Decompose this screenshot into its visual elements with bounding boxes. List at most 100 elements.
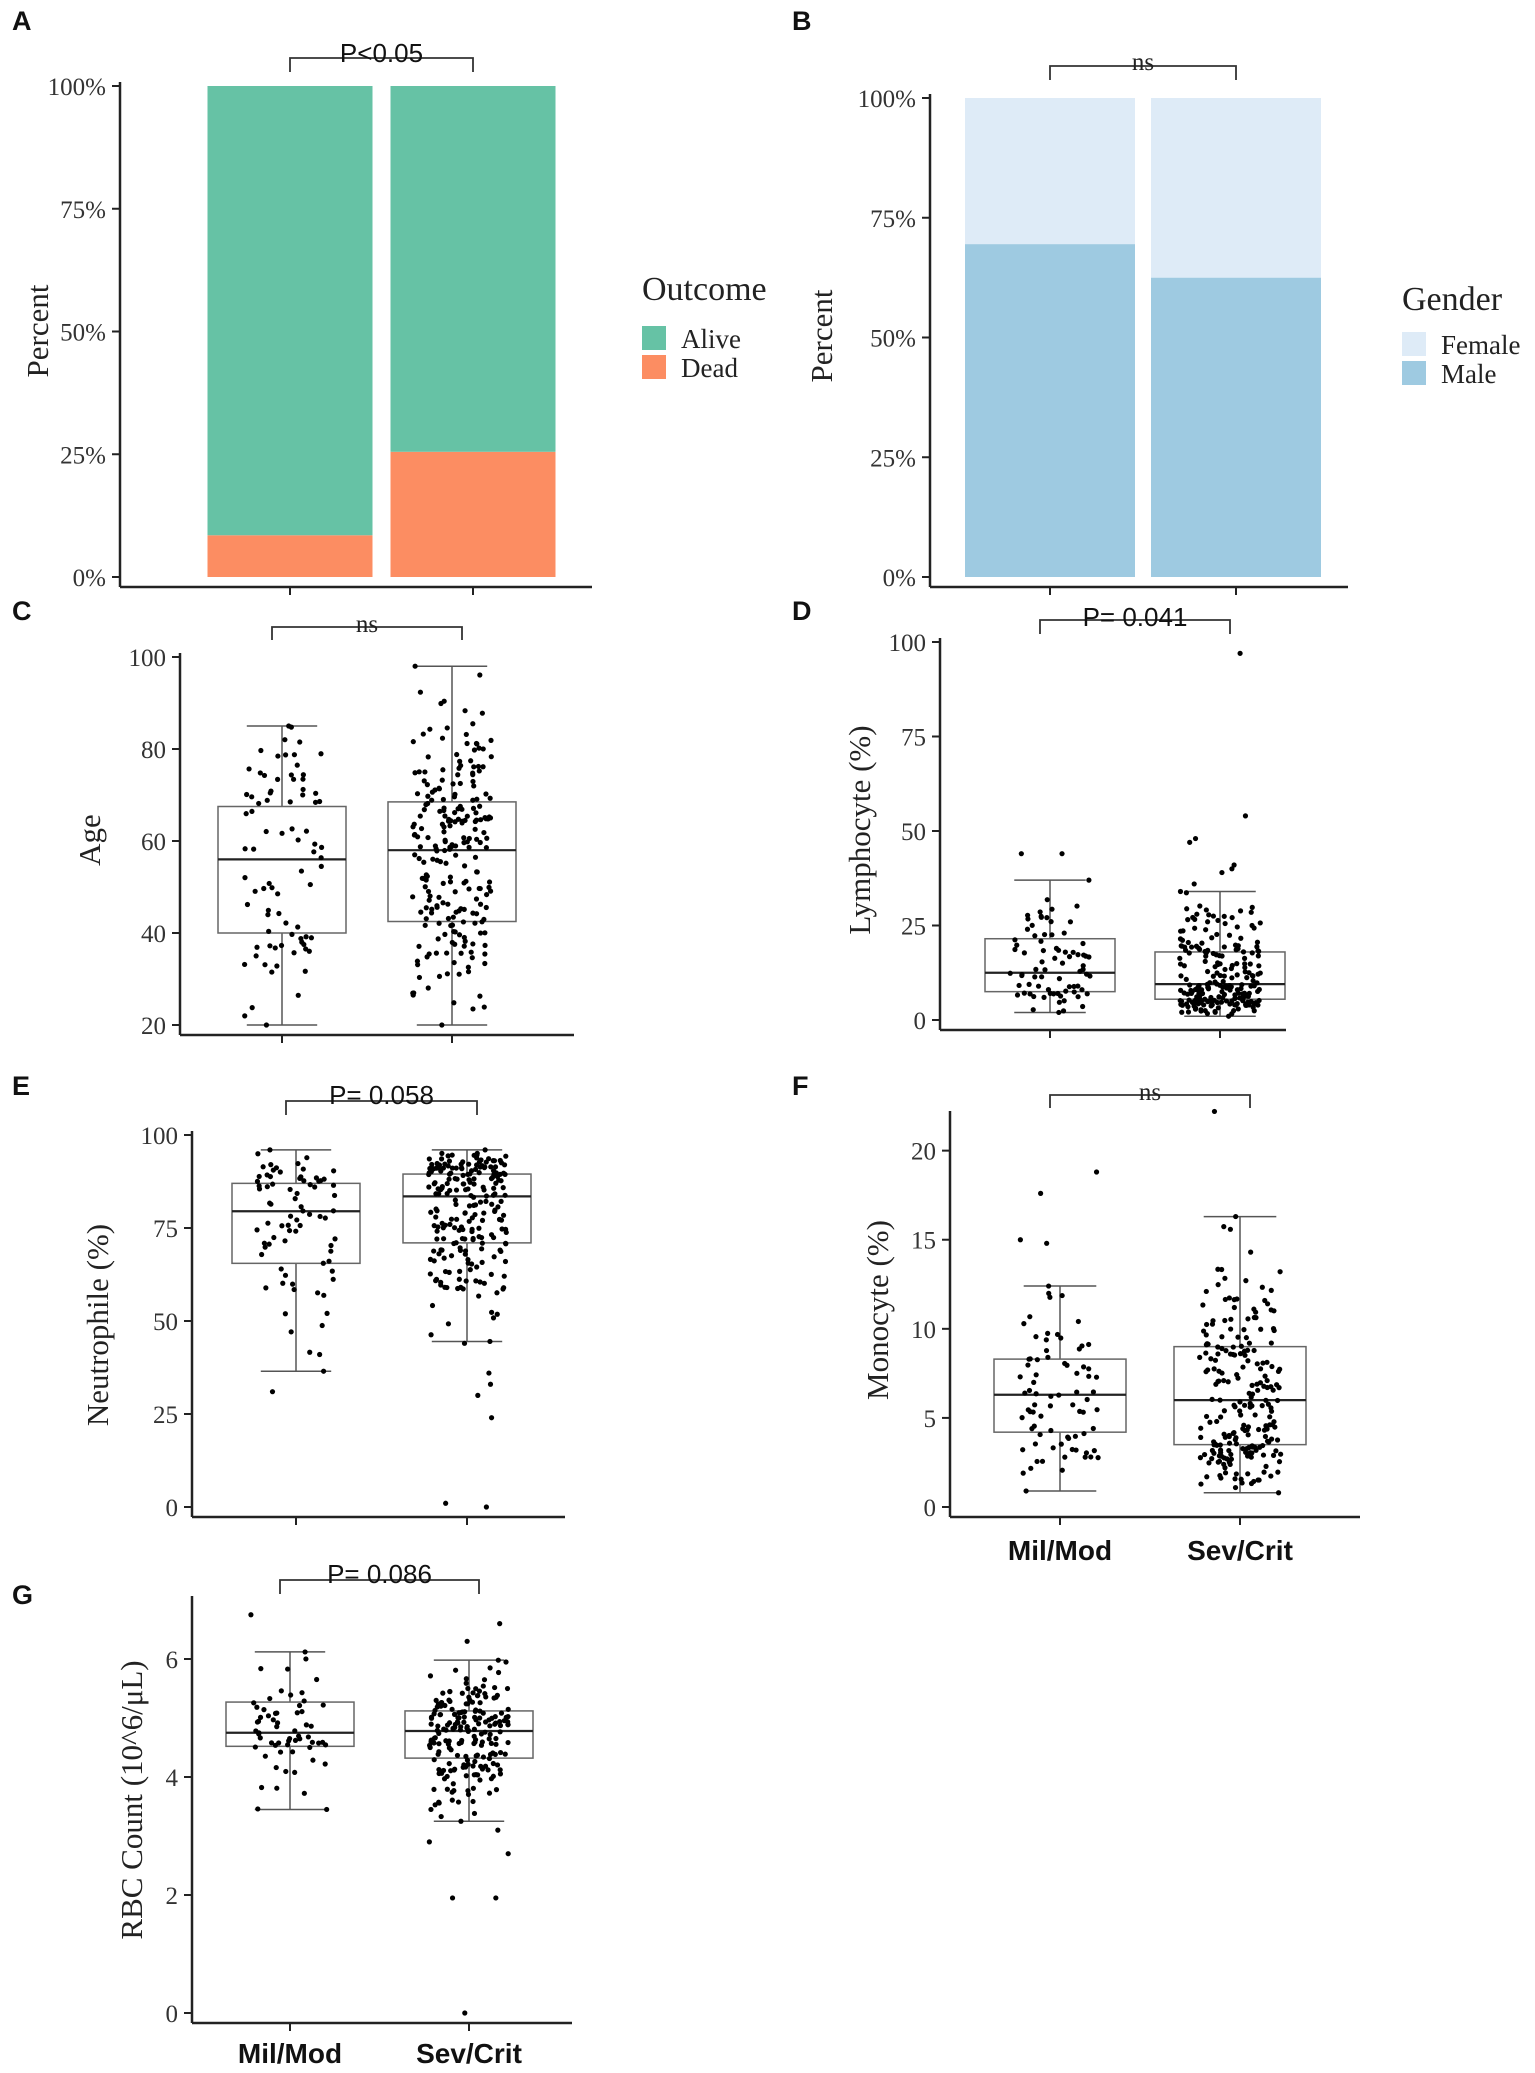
data-point [467,1267,473,1273]
data-point [324,1310,330,1316]
data-point [303,828,310,834]
data-point [1217,1447,1224,1453]
box-iqr [404,1710,534,1759]
data-point [1246,1340,1253,1346]
data-point [286,723,292,729]
data-point [306,948,312,954]
data-point [464,813,470,819]
data-point [288,1329,294,1335]
data-point [261,1707,267,1713]
data-point [451,959,457,966]
data-point [1219,1345,1225,1352]
data-point [1066,984,1072,990]
data-point [456,971,462,977]
data-point [437,808,443,814]
data-point [436,1191,442,1197]
significance-label: P<0.05 [340,38,423,68]
data-point [287,799,293,805]
data-point [1245,1424,1252,1430]
data-point [1213,952,1219,958]
data-point [429,906,435,912]
data-point [320,1368,327,1374]
data-point [1204,1474,1210,1480]
data-point [465,969,472,975]
data-point [1198,1425,1204,1431]
data-point [448,1170,454,1176]
data-point [1251,1000,1257,1007]
legend-swatch-male [1402,361,1426,385]
data-point [470,721,476,727]
data-point [498,1710,505,1716]
data-point [261,885,267,892]
data-point [505,1739,511,1746]
data-point [1226,1295,1232,1301]
data-point [454,1719,461,1725]
data-point [440,1165,447,1171]
data-point [489,1309,495,1315]
data-point [316,1740,322,1746]
data-point [1211,1108,1218,1115]
data-point [487,888,494,894]
data-point [451,794,458,800]
data-point [1226,1013,1232,1019]
data-point [1187,982,1193,988]
data-point [267,1695,273,1702]
data-point [477,803,483,809]
data-point [480,764,486,770]
data-point [1217,1397,1223,1403]
data-point [1188,944,1195,950]
data-point [417,689,424,695]
data-point [1219,1334,1225,1340]
data-point [1234,1372,1240,1378]
significance-label: ns [356,611,378,638]
data-point [1247,1404,1253,1410]
y-tick-label: 80 [141,737,166,764]
data-point [1256,948,1262,954]
data-point [320,1702,326,1708]
data-point [1264,1359,1270,1365]
data-point [436,785,442,791]
data-point [1016,982,1022,989]
data-point [479,710,485,716]
data-point [490,1192,497,1198]
data-point [1277,1366,1283,1372]
data-point [1233,947,1239,953]
data-point [426,1156,432,1162]
data-point [445,1741,452,1747]
data-point [505,1851,511,1857]
data-point [1205,919,1211,925]
data-point [1204,1321,1210,1328]
data-point [290,776,297,782]
data-point [427,1271,433,1277]
data-point [264,1184,270,1190]
data-point [305,1734,311,1740]
data-point [491,1254,497,1260]
data-point [301,1698,307,1704]
data-point [470,805,477,811]
data-point [441,829,447,835]
data-point [453,1201,459,1208]
data-point [313,790,319,796]
data-point [264,797,270,803]
data-point [458,906,464,912]
data-point [461,943,467,949]
data-point [1251,1314,1257,1321]
data-point [244,791,250,798]
data-point [269,885,275,891]
data-point [322,1742,329,1748]
data-point [440,1690,446,1696]
data-point [502,1192,508,1198]
y-tick-label: 25% [870,445,916,472]
data-point [1238,1343,1244,1349]
data-point [466,886,472,892]
box-iqr [217,805,347,934]
data-point [1274,1437,1281,1443]
data-point [331,1168,337,1174]
data-point [1212,1357,1219,1363]
data-point [1070,1402,1076,1408]
data-point [1277,1269,1283,1275]
data-point [1275,1490,1282,1496]
data-point [1222,966,1228,973]
data-point [263,828,269,835]
data-point [315,1290,321,1296]
